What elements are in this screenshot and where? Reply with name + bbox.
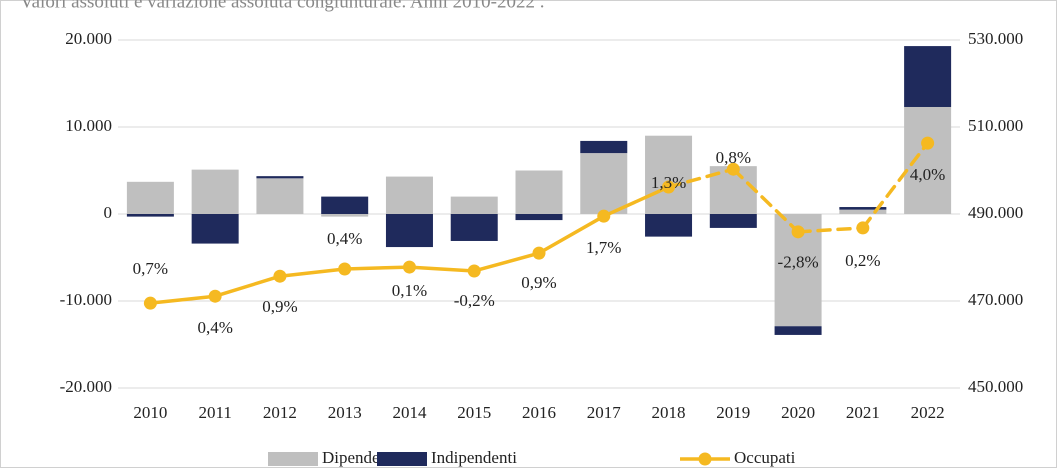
line-point [791, 225, 805, 239]
line-point [467, 264, 481, 278]
legend-swatch [268, 452, 318, 466]
bar [191, 214, 239, 244]
x-tick-label: 2021 [846, 403, 880, 422]
y2-tick-label: 490.000 [968, 203, 1023, 222]
bar [321, 196, 369, 214]
chart-title: Valori assoluti e variazione assoluta co… [20, 0, 545, 12]
bar [774, 326, 822, 335]
bar [126, 214, 174, 217]
legend-label: Occupati [734, 448, 796, 467]
line-point [402, 260, 416, 274]
y-tick-label: 20.000 [65, 29, 112, 48]
data-label: 0,7% [133, 259, 168, 278]
data-label: 0,9% [521, 273, 556, 292]
y2-tick-label: 470.000 [968, 290, 1023, 309]
data-label: -0,2% [454, 291, 495, 310]
bar [126, 181, 174, 214]
y-tick-label: -20.000 [60, 377, 112, 396]
legend-marker [698, 452, 712, 466]
y2-tick-label: 530.000 [968, 29, 1023, 48]
line-point [726, 162, 740, 176]
line-point [273, 269, 287, 283]
x-tick-label: 2010 [133, 403, 167, 422]
legend-swatch [377, 452, 427, 466]
legend-label: Indipendenti [431, 448, 517, 467]
line-point [532, 246, 546, 260]
x-tick-label: 2011 [198, 403, 231, 422]
data-label: 0,4% [197, 318, 232, 337]
line-segment [537, 214, 606, 255]
line-point [338, 262, 352, 276]
bar [580, 153, 628, 214]
x-tick-label: 2014 [392, 403, 427, 422]
data-label: -2,8% [778, 253, 819, 272]
bar [321, 214, 369, 217]
line-segment [602, 185, 671, 218]
y-tick-label: 10.000 [65, 116, 112, 135]
x-tick-label: 2016 [522, 403, 556, 422]
bar [839, 207, 887, 210]
line-point [856, 221, 870, 235]
data-label: 0,2% [845, 251, 880, 270]
y-tick-label: 0 [104, 203, 113, 222]
y-tick-label: -10.000 [60, 290, 112, 309]
bar [904, 46, 952, 107]
line-segment [666, 167, 736, 189]
x-tick-label: 2022 [911, 403, 945, 422]
line-segment [731, 167, 800, 234]
data-label: 0,4% [327, 229, 362, 248]
line-segment [148, 294, 217, 305]
y2-tick-label: 510.000 [968, 116, 1023, 135]
line-point [208, 289, 222, 303]
bar [385, 176, 433, 214]
bar [645, 135, 693, 214]
bar [645, 214, 693, 237]
x-tick-label: 2013 [328, 403, 362, 422]
line-point [143, 296, 157, 310]
x-tick-label: 2019 [716, 403, 750, 422]
x-tick-label: 2020 [781, 403, 815, 422]
data-label: 4,0% [910, 165, 945, 184]
line-segment [407, 265, 476, 273]
line-segment [278, 267, 347, 278]
bar [839, 209, 887, 214]
bar [580, 140, 628, 154]
line-point [662, 180, 676, 194]
y2-tick-label: 450.000 [968, 377, 1023, 396]
x-tick-label: 2017 [587, 403, 622, 422]
line-segment [213, 274, 282, 298]
x-tick-label: 2012 [263, 403, 297, 422]
bar [385, 214, 433, 248]
data-label: 0,9% [262, 297, 297, 316]
line-point [597, 209, 611, 223]
line-point [921, 136, 935, 150]
line-segment [861, 141, 930, 230]
bar [515, 170, 563, 214]
bar [515, 214, 563, 221]
data-label: 1,7% [586, 238, 621, 257]
bar [450, 214, 498, 241]
x-tick-label: 2018 [652, 403, 686, 422]
bar [191, 169, 239, 214]
line-segment [796, 226, 865, 234]
data-label: 0,8% [716, 148, 751, 167]
bar [904, 106, 952, 214]
bar [256, 176, 304, 179]
line-segment [472, 251, 541, 273]
bar [450, 196, 498, 214]
data-label: 1,3% [651, 173, 686, 192]
data-label: 0,1% [392, 281, 427, 300]
line-segment [342, 265, 412, 271]
x-tick-label: 2015 [457, 403, 491, 422]
bar [709, 214, 757, 228]
bar [256, 178, 304, 214]
